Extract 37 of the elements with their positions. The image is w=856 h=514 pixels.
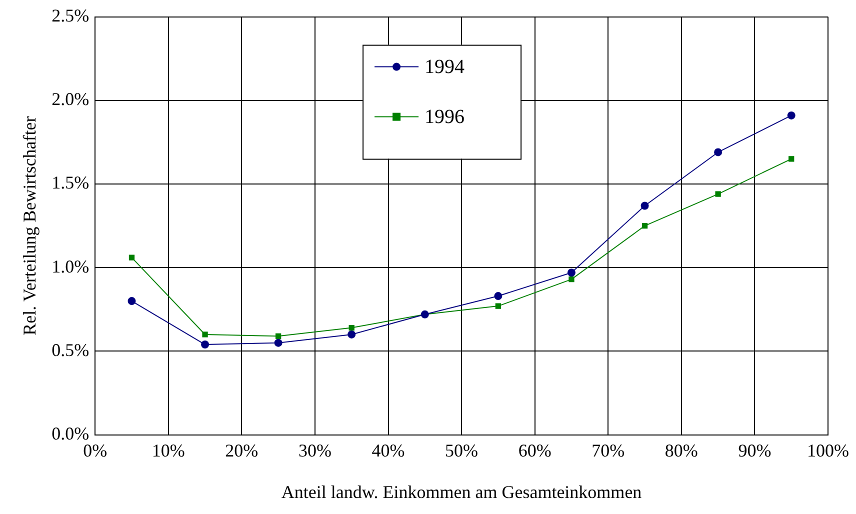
x-tick-label: 10% — [152, 440, 185, 460]
point — [348, 324, 354, 331]
point — [640, 202, 649, 210]
point — [275, 333, 282, 339]
point — [568, 276, 574, 282]
point — [642, 222, 648, 229]
x-tick-label: 20% — [225, 440, 258, 460]
x-tick-label: 70% — [592, 440, 625, 460]
legend-label: 1996 — [424, 106, 465, 128]
legend-label: 1994 — [424, 56, 465, 78]
point — [567, 268, 576, 277]
y-tick-label: 0.5% — [52, 340, 90, 360]
y-axis-title: Rel. Verteilung Bewirtschafter — [20, 116, 40, 336]
point — [201, 340, 210, 349]
point — [274, 338, 282, 347]
point — [495, 303, 502, 309]
x-axis-title: Anteil landw. Einkommen am Gesamteinkommen — [281, 482, 642, 502]
x-tick-label: 60% — [518, 440, 552, 460]
point — [787, 111, 796, 120]
point — [494, 292, 502, 300]
point — [715, 191, 721, 197]
x-tick-label: 80% — [664, 440, 698, 460]
x-tick-label: 30% — [298, 440, 332, 460]
y-tick-label: 1.0% — [52, 256, 90, 276]
point — [128, 297, 136, 306]
point — [202, 332, 208, 338]
y-tick-label: 2.0% — [52, 89, 90, 110]
x-tick-label: 100% — [807, 440, 849, 460]
x-tick-label: 50% — [445, 440, 478, 460]
y-tick-label: 2.5% — [52, 6, 90, 26]
point — [788, 156, 794, 162]
y-tick-label: 1.5% — [52, 172, 90, 193]
x-tick-label: 90% — [738, 440, 772, 460]
point — [128, 254, 135, 260]
x-tick-label: 40% — [372, 440, 405, 460]
point — [714, 148, 722, 156]
point — [348, 330, 356, 338]
